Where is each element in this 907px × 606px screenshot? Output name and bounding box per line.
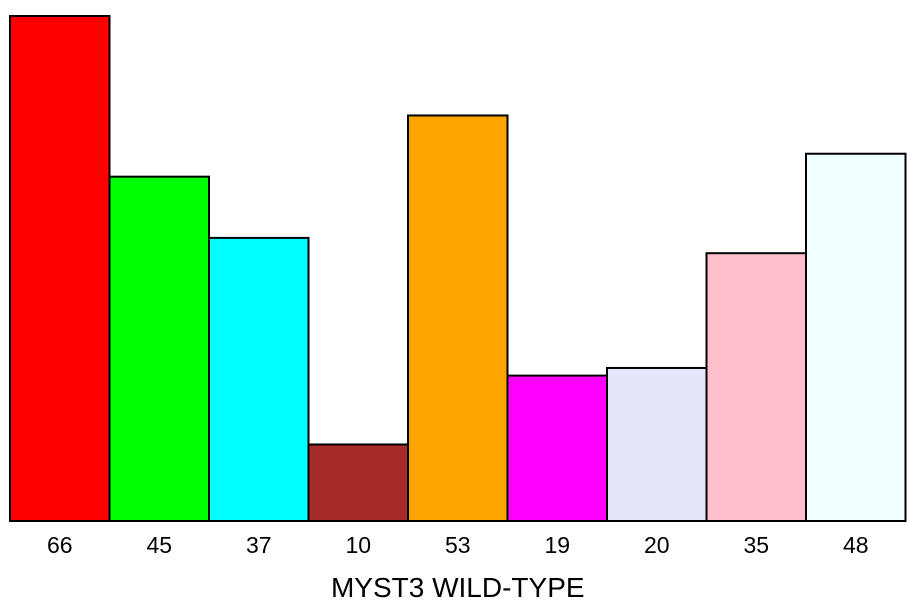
x-tick-label: 35 xyxy=(743,532,769,558)
bar-48 xyxy=(805,152,907,523)
x-tick-label: 20 xyxy=(644,532,670,558)
bar-53 xyxy=(407,114,509,522)
x-tick-label: 45 xyxy=(146,532,172,558)
x-tick-label: 37 xyxy=(246,532,272,558)
bar-37 xyxy=(208,236,310,522)
bar-66 xyxy=(9,15,111,522)
x-tick-label: 66 xyxy=(47,532,73,558)
bar-45 xyxy=(108,175,210,522)
x-tick-label: 53 xyxy=(445,532,471,558)
bars-layer xyxy=(9,15,907,523)
bar-10 xyxy=(307,443,409,523)
x-tick-label: 10 xyxy=(345,532,371,558)
x-axis-label: MYST3 WILD-TYPE xyxy=(331,572,585,603)
x-tick-label: 48 xyxy=(843,532,869,558)
bar-19 xyxy=(506,374,608,522)
tick-labels-layer: 66 45 37 10 53 19 20 35 48 xyxy=(47,532,869,558)
bar-35 xyxy=(705,252,807,523)
x-tick-label: 19 xyxy=(544,532,570,558)
bar-20 xyxy=(606,366,708,522)
